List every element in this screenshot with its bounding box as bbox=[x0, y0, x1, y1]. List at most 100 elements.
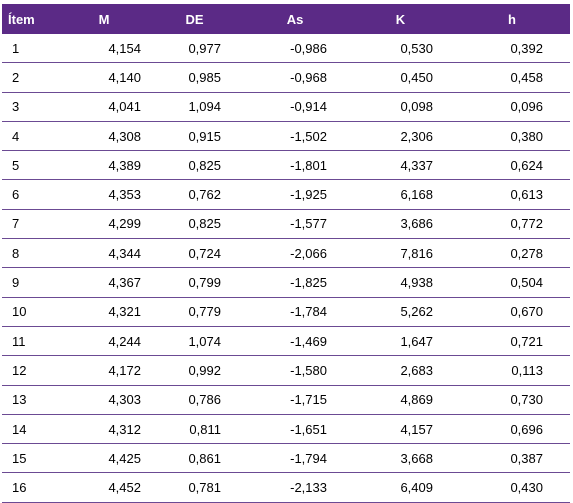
cell-skewness: -0,986 bbox=[243, 34, 347, 64]
cell-mean: 4,140 bbox=[62, 62, 146, 93]
cell-mean: 4,389 bbox=[62, 150, 146, 181]
header-h: h bbox=[508, 11, 516, 27]
cell-h: 0,278 bbox=[454, 238, 570, 269]
cell-h: 0,772 bbox=[454, 209, 570, 240]
cell-std-dev: 1,094 bbox=[146, 92, 243, 122]
cell-h: 0,113 bbox=[454, 355, 570, 386]
cell-mean: 4,041 bbox=[62, 92, 146, 122]
table-row: 4 4,308 0,915 -1,502 2,306 0,380 bbox=[2, 121, 570, 152]
cell-skewness: -1,825 bbox=[243, 267, 347, 298]
cell-item: 12 bbox=[2, 355, 62, 386]
cell-skewness: -1,784 bbox=[243, 297, 347, 327]
cell-item: 4 bbox=[2, 121, 62, 152]
table-header: Ítem M DE As K h bbox=[2, 4, 570, 34]
cell-kurtosis: 0,530 bbox=[347, 34, 454, 64]
table-row: 1 4,154 0,977 -0,986 0,530 0,392 bbox=[2, 34, 570, 64]
table-row: 8 4,344 0,724 -2,066 7,816 0,278 bbox=[2, 238, 570, 269]
cell-mean: 4,367 bbox=[62, 267, 146, 298]
cell-h: 0,504 bbox=[454, 267, 570, 298]
cell-std-dev: 0,811 bbox=[146, 414, 243, 445]
header-item: Ítem bbox=[8, 11, 35, 27]
table-body: 1 4,154 0,977 -0,986 0,530 0,392 2 4,140 0,985 -0… bbox=[2, 34, 570, 503]
cell-std-dev: 0,985 bbox=[146, 62, 243, 93]
cell-kurtosis: 4,869 bbox=[347, 385, 454, 415]
cell-std-dev: 0,786 bbox=[146, 385, 243, 415]
cell-std-dev: 0,861 bbox=[146, 443, 243, 474]
table-row: 14 4,312 0,811 -1,651 4,157 0,696 bbox=[2, 414, 570, 445]
cell-mean: 4,353 bbox=[62, 179, 146, 210]
cell-item: 14 bbox=[2, 414, 62, 445]
table-row: 7 4,299 0,825 -1,577 3,686 0,772 bbox=[2, 209, 570, 240]
cell-skewness: -1,794 bbox=[243, 443, 347, 474]
cell-std-dev: 0,992 bbox=[146, 355, 243, 386]
cell-skewness: -0,968 bbox=[243, 62, 347, 93]
cell-item: 7 bbox=[2, 209, 62, 240]
cell-item: 15 bbox=[2, 443, 62, 474]
cell-skewness: -0,914 bbox=[243, 92, 347, 122]
cell-h: 0,670 bbox=[454, 297, 570, 327]
header-mean: M bbox=[98, 11, 110, 27]
cell-item: 11 bbox=[2, 326, 62, 357]
cell-std-dev: 0,799 bbox=[146, 267, 243, 298]
cell-mean: 4,154 bbox=[62, 34, 146, 64]
cell-skewness: -1,715 bbox=[243, 385, 347, 415]
cell-h: 0,392 bbox=[454, 34, 570, 64]
cell-skewness: -1,580 bbox=[243, 355, 347, 386]
cell-h: 0,380 bbox=[454, 121, 570, 152]
cell-h: 0,721 bbox=[454, 326, 570, 357]
cell-item: 13 bbox=[2, 385, 62, 415]
cell-skewness: -1,925 bbox=[243, 179, 347, 210]
cell-mean: 4,321 bbox=[62, 297, 146, 327]
header-skewness: As bbox=[286, 11, 304, 27]
cell-kurtosis: 2,306 bbox=[347, 121, 454, 152]
cell-mean: 4,303 bbox=[62, 385, 146, 415]
table-row: 12 4,172 0,992 -1,580 2,683 0,113 bbox=[2, 355, 570, 386]
cell-item: 9 bbox=[2, 267, 62, 298]
cell-kurtosis: 6,168 bbox=[347, 179, 454, 210]
cell-std-dev: 0,779 bbox=[146, 297, 243, 327]
cell-mean: 4,299 bbox=[62, 209, 146, 240]
cell-kurtosis: 5,262 bbox=[347, 297, 454, 327]
cell-item: 2 bbox=[2, 62, 62, 93]
cell-std-dev: 0,915 bbox=[146, 121, 243, 152]
cell-kurtosis: 4,337 bbox=[347, 150, 454, 181]
table-row: 11 4,244 1,074 -1,469 1,647 0,721 bbox=[2, 326, 570, 357]
cell-item: 6 bbox=[2, 179, 62, 210]
cell-kurtosis: 3,686 bbox=[347, 209, 454, 240]
cell-kurtosis: 3,668 bbox=[347, 443, 454, 474]
cell-std-dev: 0,977 bbox=[146, 34, 243, 64]
cell-skewness: -1,502 bbox=[243, 121, 347, 152]
statistics-table-container: Ítem M DE As K h 1 4,154 0,977 -0,986 0,530 0… bbox=[2, 4, 570, 503]
cell-mean: 4,244 bbox=[62, 326, 146, 357]
header-kurtosis: K bbox=[395, 11, 406, 27]
cell-kurtosis: 2,683 bbox=[347, 355, 454, 386]
cell-h: 0,696 bbox=[454, 414, 570, 445]
cell-mean: 4,172 bbox=[62, 355, 146, 386]
header-std-dev: DE bbox=[185, 11, 204, 27]
cell-h: 0,624 bbox=[454, 150, 570, 181]
cell-kurtosis: 4,938 bbox=[347, 267, 454, 298]
cell-skewness: -1,577 bbox=[243, 209, 347, 240]
table-row: 15 4,425 0,861 -1,794 3,668 0,387 bbox=[2, 443, 570, 474]
table-row: 6 4,353 0,762 -1,925 6,168 0,613 bbox=[2, 179, 570, 210]
cell-item: 3 bbox=[2, 92, 62, 122]
cell-h: 0,387 bbox=[454, 443, 570, 474]
cell-kurtosis: 0,098 bbox=[347, 92, 454, 122]
cell-mean: 4,425 bbox=[62, 443, 146, 474]
cell-mean: 4,344 bbox=[62, 238, 146, 269]
table-row: 5 4,389 0,825 -1,801 4,337 0,624 bbox=[2, 150, 570, 181]
cell-skewness: -2,066 bbox=[243, 238, 347, 269]
table-row: 2 4,140 0,985 -0,968 0,450 0,458 bbox=[2, 62, 570, 93]
cell-kurtosis: 1,647 bbox=[347, 326, 454, 357]
table-row: 3 4,041 1,094 -0,914 0,098 0,096 bbox=[2, 92, 570, 122]
table-row: 9 4,367 0,799 -1,825 4,938 0,504 bbox=[2, 267, 570, 298]
cell-item: 8 bbox=[2, 238, 62, 269]
cell-item: 5 bbox=[2, 150, 62, 181]
cell-skewness: -1,651 bbox=[243, 414, 347, 445]
table-row: 13 4,303 0,786 -1,715 4,869 0,730 bbox=[2, 385, 570, 415]
cell-skewness: -1,469 bbox=[243, 326, 347, 357]
table-row: 10 4,321 0,779 -1,784 5,262 0,670 bbox=[2, 297, 570, 327]
cell-kurtosis: 0,450 bbox=[347, 62, 454, 93]
header-row: Ítem M DE As K h bbox=[2, 4, 570, 34]
cell-h: 0,613 bbox=[454, 179, 570, 210]
